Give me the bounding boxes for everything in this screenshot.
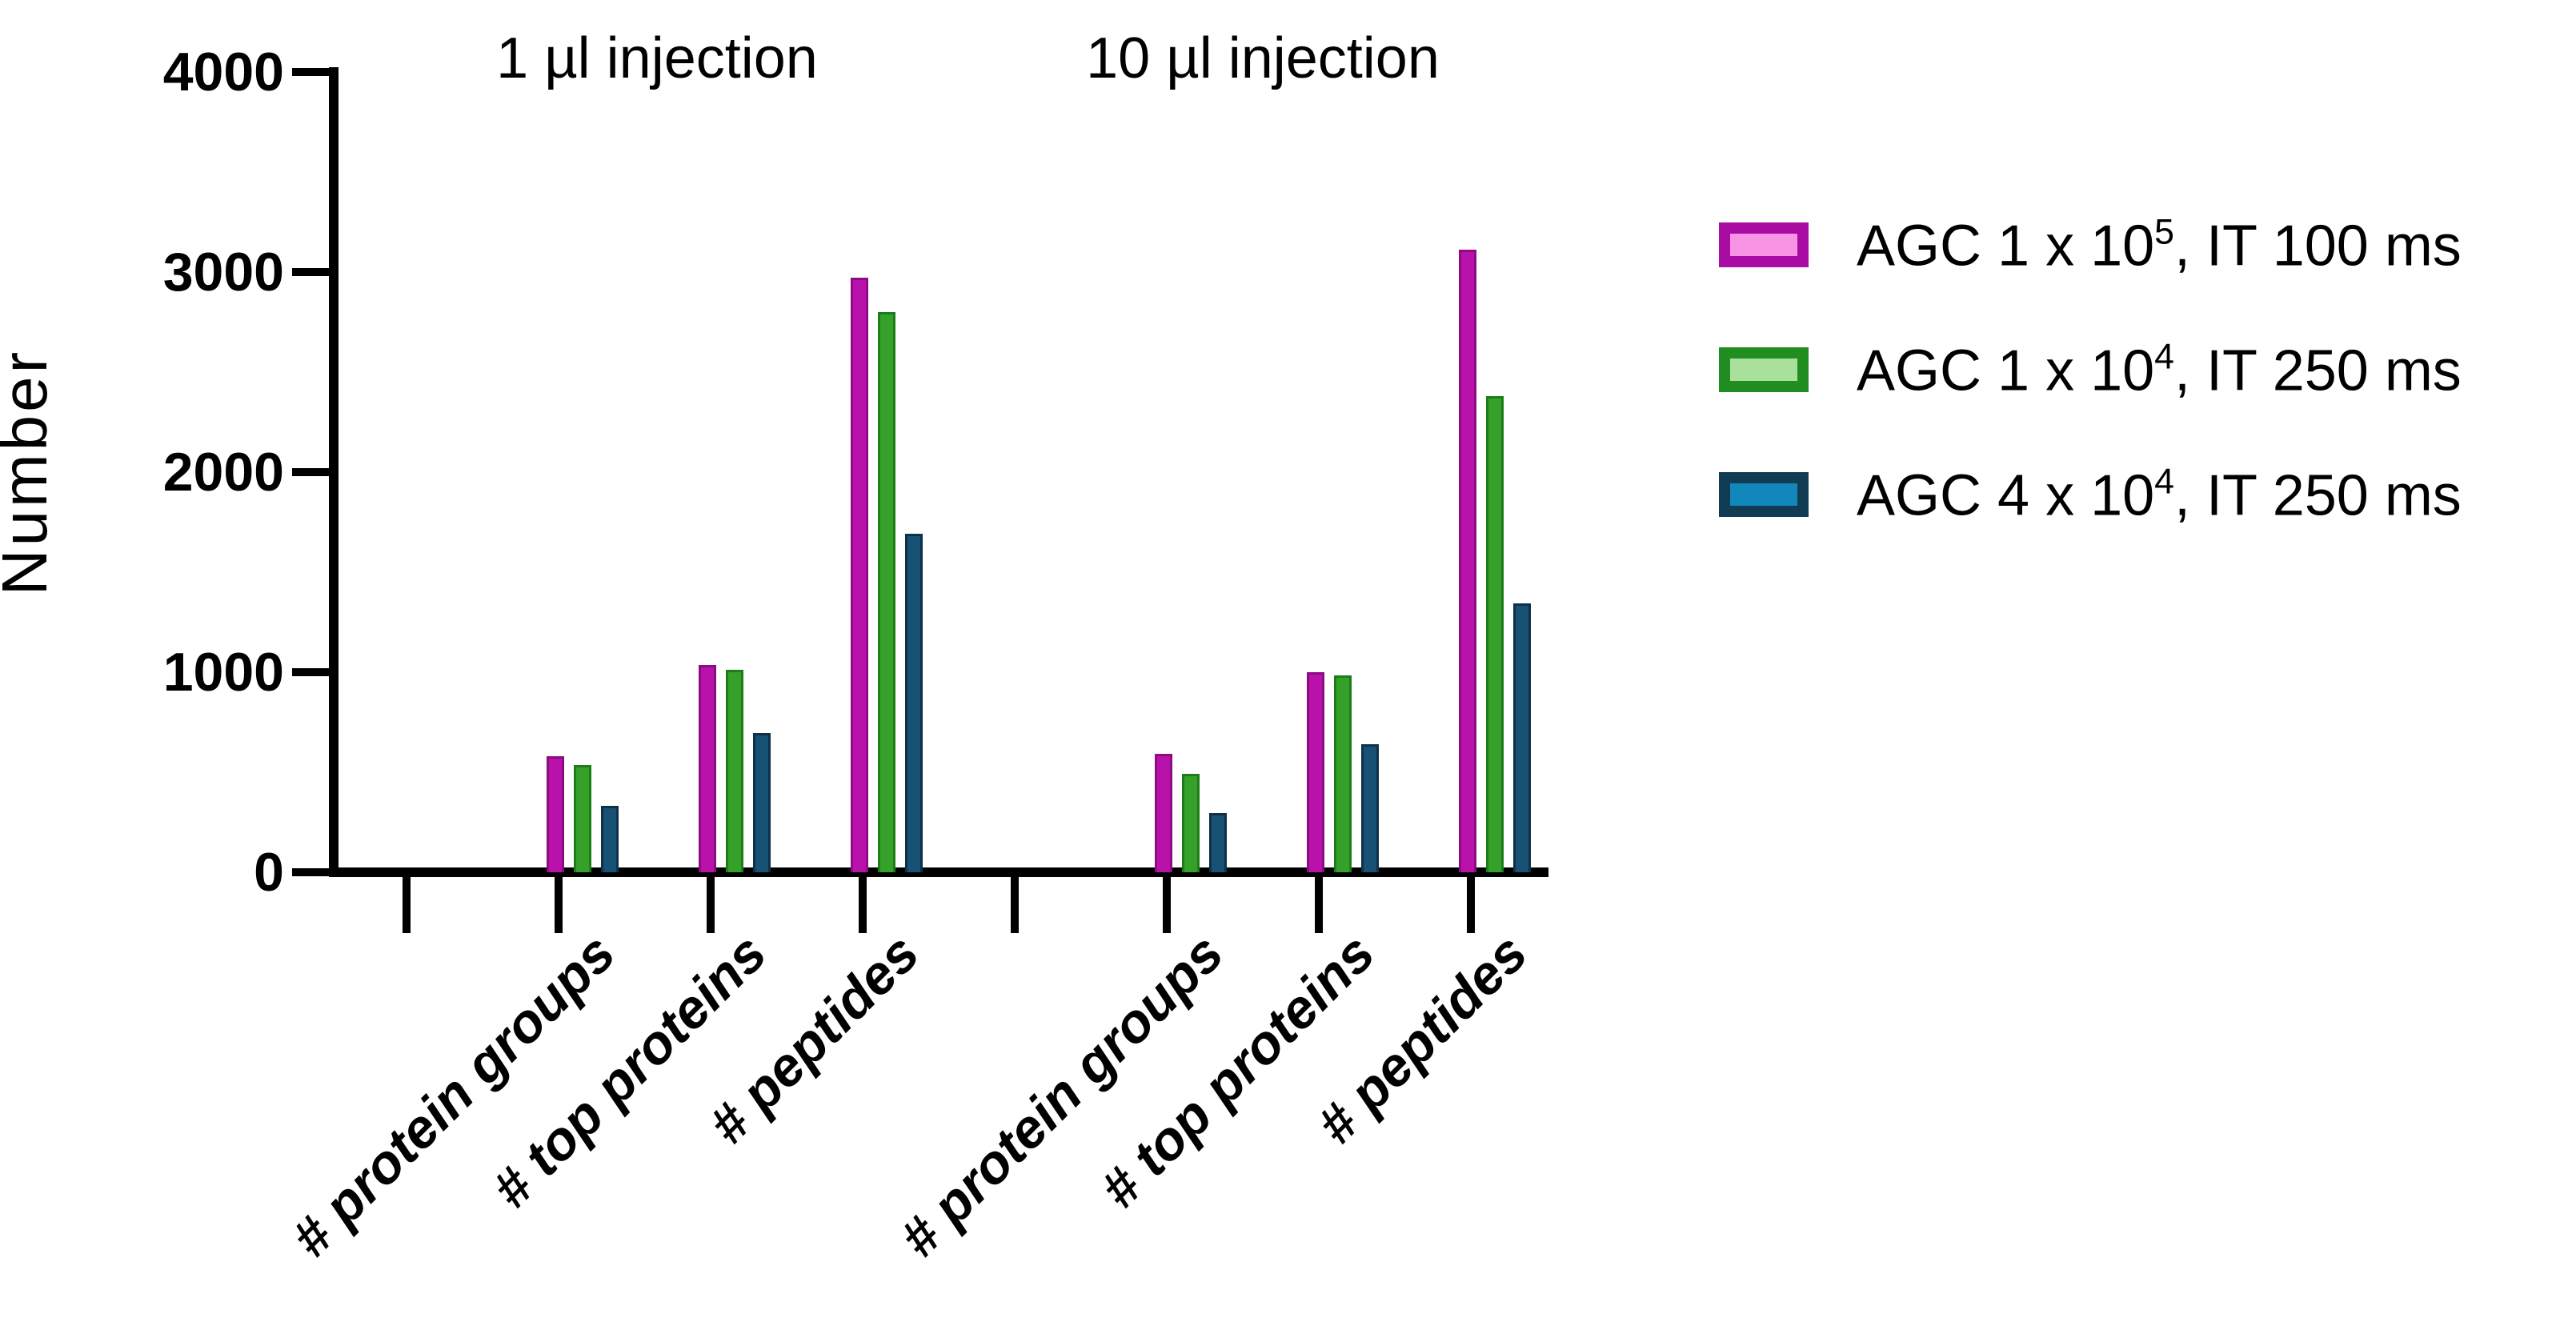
x-tick <box>707 877 715 933</box>
legend-label: AGC 1 x 105, IT 100 ms <box>1857 213 2462 279</box>
y-tick-label: 2000 <box>162 442 284 503</box>
legend-item: AGC 4 x 104, IT 250 ms <box>1719 463 2576 527</box>
legend-swatch-series2 <box>1719 347 1809 392</box>
legend-label-exponent: 4 <box>2154 337 2174 377</box>
bar-peptides-series3 <box>905 534 923 872</box>
bar-protein-groups-series3 <box>601 806 619 872</box>
x-tick <box>1163 877 1171 933</box>
bar-top-proteins-series2 <box>1334 675 1352 872</box>
y-tick <box>292 668 329 676</box>
bar-peptides-series3 <box>1513 603 1531 872</box>
y-axis-line <box>329 67 339 877</box>
x-tick <box>555 877 563 933</box>
y-tick-label: 0 <box>254 842 284 903</box>
panel-title-10ul: 10 µl injection <box>1086 26 1440 90</box>
legend-swatch-series1 <box>1719 222 1809 267</box>
legend-item: AGC 1 x 105, IT 100 ms <box>1719 213 2576 278</box>
category-label: # top proteins <box>480 922 779 1220</box>
bar-peptides-series2 <box>1486 396 1504 872</box>
y-tick-label: 1000 <box>162 642 284 703</box>
legend-item: AGC 1 x 104, IT 250 ms <box>1719 338 2576 403</box>
category-label: # top proteins <box>1088 922 1387 1220</box>
bar-top-proteins-series1 <box>699 665 716 872</box>
y-tick <box>292 468 329 476</box>
y-tick <box>292 68 329 76</box>
bar-protein-groups-series3 <box>1209 813 1227 872</box>
x-tick <box>403 877 411 933</box>
y-tick <box>292 868 329 876</box>
legend-label-exponent: 5 <box>2154 212 2174 252</box>
legend-label-exponent: 4 <box>2154 462 2174 502</box>
legend-label: AGC 1 x 104, IT 250 ms <box>1857 338 2462 404</box>
legend-label-text: , IT 100 ms <box>2174 214 2462 278</box>
y-tick-label: 3000 <box>162 242 284 302</box>
x-tick <box>859 877 867 933</box>
bar-top-proteins-series3 <box>753 733 771 872</box>
bar-protein-groups-series1 <box>1155 754 1172 872</box>
bar-protein-groups-series1 <box>547 756 564 872</box>
legend-label-text: AGC 1 x 10 <box>1857 339 2155 403</box>
bar-top-proteins-series3 <box>1361 744 1379 872</box>
bar-top-proteins-series2 <box>726 670 743 872</box>
legend-label-text: AGC 4 x 10 <box>1857 463 2155 528</box>
legend-label: AGC 4 x 104, IT 250 ms <box>1857 463 2462 529</box>
x-tick <box>1315 877 1323 933</box>
legend-label-text: , IT 250 ms <box>2174 463 2462 528</box>
bar-peptides-series1 <box>851 278 868 872</box>
x-axis-line <box>329 867 1548 877</box>
bar-protein-groups-series2 <box>574 765 591 872</box>
bar-top-proteins-series1 <box>1307 672 1324 872</box>
bar-peptides-series1 <box>1459 250 1476 872</box>
legend-label-text: AGC 1 x 10 <box>1857 214 2155 278</box>
panel-title-1ul: 1 µl injection <box>496 26 818 90</box>
y-axis-title-text: Number <box>0 348 60 596</box>
legend-swatch-series3 <box>1719 472 1809 517</box>
bar-peptides-series2 <box>878 312 895 872</box>
legend-label-text: , IT 250 ms <box>2174 339 2462 403</box>
bar-protein-groups-series2 <box>1182 774 1200 872</box>
y-tick <box>292 268 329 276</box>
x-tick <box>1467 877 1475 933</box>
y-tick-label: 4000 <box>162 42 284 102</box>
x-tick <box>1011 877 1019 933</box>
